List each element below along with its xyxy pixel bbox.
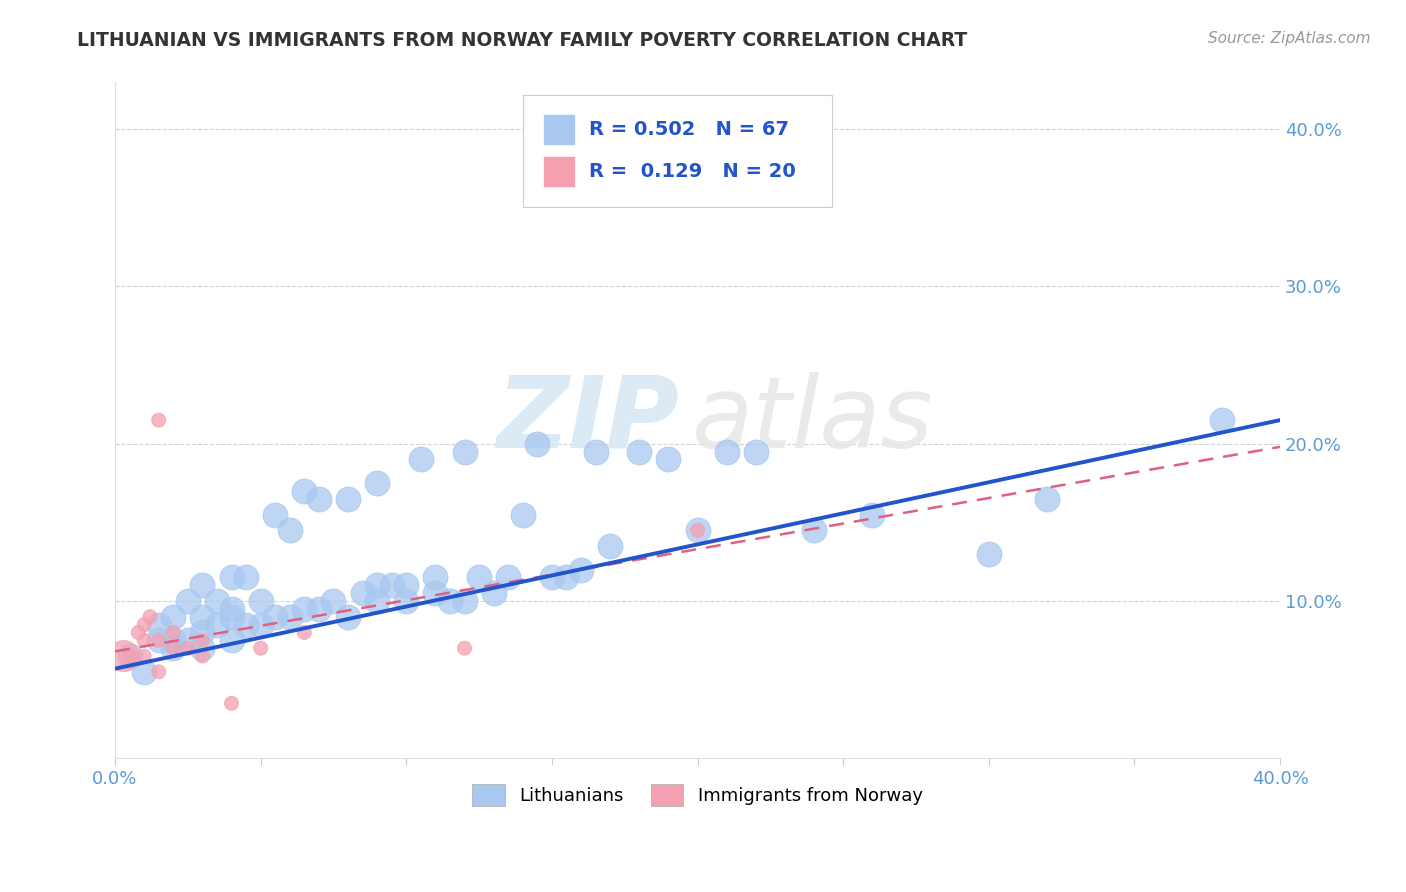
Point xyxy=(409,452,432,467)
Point xyxy=(555,570,578,584)
Point xyxy=(118,649,141,664)
Point xyxy=(127,625,149,640)
Point xyxy=(148,413,170,427)
Point xyxy=(599,539,621,553)
Point xyxy=(264,609,287,624)
Point xyxy=(657,452,679,467)
Legend: Lithuanians, Immigrants from Norway: Lithuanians, Immigrants from Norway xyxy=(465,777,929,814)
Point xyxy=(148,633,170,648)
Point xyxy=(366,476,388,491)
Point xyxy=(205,617,228,632)
Point xyxy=(235,570,257,584)
Point xyxy=(468,570,491,584)
FancyBboxPatch shape xyxy=(523,95,831,207)
Point xyxy=(453,641,475,656)
Point xyxy=(191,609,214,624)
Point xyxy=(352,586,374,600)
Point xyxy=(264,508,287,522)
FancyBboxPatch shape xyxy=(543,156,575,186)
Point xyxy=(134,649,156,664)
Point xyxy=(366,578,388,592)
Point xyxy=(395,578,418,592)
Point xyxy=(1036,491,1059,506)
Point xyxy=(221,602,243,616)
Point xyxy=(425,570,447,584)
Point xyxy=(803,523,825,537)
Point xyxy=(541,570,564,584)
Point xyxy=(221,609,243,624)
Point xyxy=(148,617,170,632)
Point xyxy=(112,649,135,664)
Point xyxy=(148,633,170,648)
Point xyxy=(177,633,200,648)
Point xyxy=(134,633,156,648)
Point xyxy=(249,641,271,656)
Point xyxy=(292,483,315,498)
Point xyxy=(162,641,184,656)
Point xyxy=(191,649,214,664)
Text: atlas: atlas xyxy=(692,372,934,468)
Point xyxy=(569,563,592,577)
Point xyxy=(249,617,271,632)
Point xyxy=(191,625,214,640)
Point xyxy=(395,594,418,608)
Point xyxy=(292,625,315,640)
Point xyxy=(977,547,1000,561)
Point xyxy=(686,523,709,537)
Point xyxy=(191,641,214,656)
Point xyxy=(278,609,301,624)
Point xyxy=(235,617,257,632)
Point xyxy=(139,609,162,624)
Point xyxy=(292,602,315,616)
Point xyxy=(162,609,184,624)
Text: Source: ZipAtlas.com: Source: ZipAtlas.com xyxy=(1208,31,1371,46)
Point xyxy=(496,570,519,584)
Point xyxy=(482,586,505,600)
Point xyxy=(1211,413,1233,427)
Point xyxy=(221,633,243,648)
Point xyxy=(745,444,768,458)
Point xyxy=(628,444,651,458)
Point xyxy=(322,594,344,608)
Text: ZIP: ZIP xyxy=(498,372,681,468)
Point xyxy=(249,594,271,608)
Point xyxy=(585,444,607,458)
Text: R =  0.129   N = 20: R = 0.129 N = 20 xyxy=(589,162,796,181)
Point xyxy=(221,570,243,584)
Point xyxy=(162,625,184,640)
FancyBboxPatch shape xyxy=(543,114,575,145)
Point xyxy=(716,444,738,458)
Point xyxy=(686,523,709,537)
Point xyxy=(453,594,475,608)
Point xyxy=(337,609,360,624)
Point xyxy=(381,578,404,592)
Point xyxy=(148,665,170,679)
Point xyxy=(191,633,214,648)
Point xyxy=(526,436,548,450)
Point xyxy=(308,491,330,506)
Point xyxy=(308,602,330,616)
Point xyxy=(205,594,228,608)
Point xyxy=(439,594,461,608)
Point xyxy=(162,633,184,648)
Text: R = 0.502   N = 67: R = 0.502 N = 67 xyxy=(589,120,789,139)
Point xyxy=(134,617,156,632)
Point xyxy=(221,696,243,710)
Point xyxy=(191,578,214,592)
Point xyxy=(512,508,534,522)
Text: LITHUANIAN VS IMMIGRANTS FROM NORWAY FAMILY POVERTY CORRELATION CHART: LITHUANIAN VS IMMIGRANTS FROM NORWAY FAM… xyxy=(77,31,967,50)
Point xyxy=(177,641,200,656)
Point xyxy=(118,649,141,664)
Point xyxy=(278,523,301,537)
Point xyxy=(177,594,200,608)
Point xyxy=(860,508,883,522)
Point xyxy=(162,641,184,656)
Point xyxy=(453,444,475,458)
Point xyxy=(134,665,156,679)
Point xyxy=(366,594,388,608)
Point xyxy=(425,586,447,600)
Point xyxy=(337,491,360,506)
